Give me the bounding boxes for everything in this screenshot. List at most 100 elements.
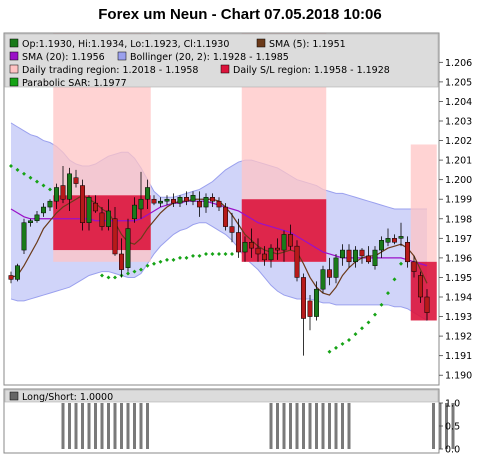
y-tick-label: 1.191 xyxy=(445,351,472,362)
main-plot-border xyxy=(3,32,440,386)
legend: Op:1.1930, Hi:1.1934, Lo:1.1923, Cl:1.19… xyxy=(9,38,390,89)
candle xyxy=(294,240,300,282)
candle-body xyxy=(119,253,124,270)
sar-dot xyxy=(132,269,137,274)
candle xyxy=(372,246,378,270)
legend-box xyxy=(4,33,439,88)
candle xyxy=(54,183,59,209)
legend-swatch-ohlc xyxy=(9,38,19,48)
candle-body xyxy=(28,220,33,223)
candle xyxy=(34,210,40,223)
candle-body xyxy=(405,241,410,263)
candle xyxy=(86,195,92,231)
candle-body xyxy=(320,269,326,290)
candle-body xyxy=(372,249,378,266)
candle-body xyxy=(47,200,53,208)
candle xyxy=(398,222,404,247)
candle xyxy=(93,195,98,213)
candle-body xyxy=(216,200,222,208)
sar-dot xyxy=(165,257,169,262)
candle xyxy=(424,289,430,321)
candle-body xyxy=(340,249,345,259)
long-short-bar xyxy=(139,403,143,449)
legend-sma5: SMA (5): 1.1951 xyxy=(269,39,346,50)
candle-body xyxy=(132,204,137,220)
y-tick-label: 1.194 xyxy=(445,293,472,304)
candle xyxy=(333,253,339,284)
long-short-bar xyxy=(74,403,78,449)
sar-dot xyxy=(152,261,156,266)
candle xyxy=(242,236,248,262)
sar-dot xyxy=(113,275,117,280)
long-short-bar xyxy=(432,403,435,449)
candle xyxy=(15,263,20,282)
long-short-bar xyxy=(315,403,318,449)
candle xyxy=(28,218,33,227)
candle xyxy=(132,197,137,223)
legend-swatch-sar xyxy=(9,77,19,87)
candle-body xyxy=(268,247,274,261)
candle xyxy=(138,171,144,219)
long-short-bar xyxy=(289,403,292,449)
candle-body xyxy=(138,198,144,210)
candle xyxy=(216,197,222,211)
long-short-bar xyxy=(269,403,273,449)
candle-body xyxy=(424,296,430,313)
long-short-bar xyxy=(445,403,448,449)
y-tick-label: 1.198 xyxy=(445,214,472,225)
y-tick-label: 1.190 xyxy=(445,371,472,382)
candle xyxy=(125,218,131,272)
legend-swatch-trading-region xyxy=(9,64,19,74)
y-tick-label: 1.201 xyxy=(445,156,472,167)
sub-y-tick-label: 0.5 xyxy=(445,422,460,433)
candle xyxy=(340,244,345,266)
bollinger-lower-line xyxy=(10,222,428,321)
candle xyxy=(197,191,202,217)
candle-body xyxy=(184,197,189,202)
candle-body xyxy=(93,202,98,212)
legend-sma20: SMA (20): 1.1956 xyxy=(22,52,105,63)
candle-body xyxy=(411,261,417,272)
candle xyxy=(210,193,215,208)
legend-sar: Parabolic SAR: 1.1977 xyxy=(22,78,127,89)
long-short-bar xyxy=(302,403,305,449)
candle-body xyxy=(307,300,313,317)
candle xyxy=(112,207,118,256)
sar-dot xyxy=(145,263,150,268)
candle xyxy=(60,165,66,204)
sub-legend-label: Long/Short: 1.0000 xyxy=(22,392,113,403)
candle-body xyxy=(99,212,105,227)
candle xyxy=(288,224,293,251)
sar-dot xyxy=(178,255,182,260)
candle-body xyxy=(236,232,241,253)
candle-body xyxy=(145,187,150,200)
long-short-bar xyxy=(94,403,97,449)
y-tick-label: 1.193 xyxy=(445,312,472,323)
y-tick-label: 1.199 xyxy=(445,195,472,206)
long-short-bar xyxy=(61,403,65,449)
y-tick-label: 1.202 xyxy=(445,136,472,147)
sar-dot xyxy=(379,302,384,307)
y-tick-label: 1.205 xyxy=(445,77,472,88)
candle-body xyxy=(73,177,79,184)
sar-dot xyxy=(139,267,143,272)
candle xyxy=(177,195,183,208)
long-short-bar xyxy=(347,403,351,449)
candle-body xyxy=(8,275,14,280)
candle-body xyxy=(301,277,306,319)
candle xyxy=(385,228,391,247)
long-short-bar xyxy=(282,403,286,449)
candle-body xyxy=(177,197,183,204)
candle xyxy=(301,273,306,356)
candle xyxy=(392,234,397,245)
candle xyxy=(353,246,358,268)
long-short-bar xyxy=(120,403,123,449)
candle xyxy=(41,203,46,217)
long-short-bar xyxy=(100,403,104,449)
candle xyxy=(275,238,280,260)
sar-dot xyxy=(217,251,221,256)
candle-body xyxy=(210,197,215,202)
candle-body xyxy=(112,218,118,255)
candle xyxy=(151,195,157,206)
legend-swatch-sma5 xyxy=(256,38,266,48)
